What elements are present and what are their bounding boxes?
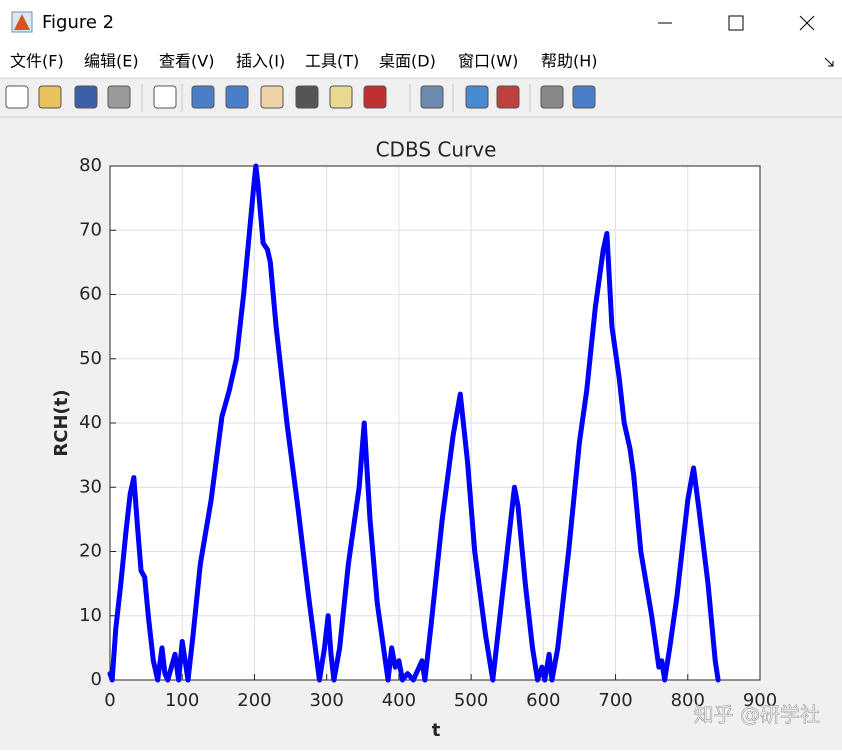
y-tick-label: 50 [79, 348, 102, 369]
x-tick-label: 900 [743, 690, 777, 711]
x-tick-label: 300 [309, 690, 343, 711]
toolbar-button[interactable] [107, 85, 131, 109]
toolbar-button[interactable] [38, 85, 62, 109]
menu-item[interactable]: 桌面(D) [379, 52, 436, 71]
window-title: Figure 2 [42, 12, 114, 33]
x-tick-label: 0 [104, 690, 115, 711]
toolbar-button[interactable] [5, 85, 29, 109]
y-tick-label: 40 [79, 412, 102, 433]
y-tick-label: 10 [79, 605, 102, 626]
toolbar-button[interactable] [496, 85, 520, 109]
title-bar [0, 0, 842, 45]
toolbar-button[interactable] [153, 85, 177, 109]
x-tick-label: 600 [526, 690, 560, 711]
toolbar-button[interactable] [465, 85, 489, 109]
dock-arrow[interactable] [824, 57, 834, 67]
y-tick-label: 0 [91, 669, 102, 690]
maximize-button[interactable] [728, 15, 744, 31]
toolbar-button[interactable] [260, 85, 284, 109]
x-axis-label: t [432, 720, 441, 741]
y-tick-label: 80 [79, 155, 102, 176]
axes-box [109, 165, 761, 681]
toolbar-button[interactable] [363, 85, 387, 109]
y-tick-label: 20 [79, 541, 102, 562]
y-tick-label: 70 [79, 219, 102, 240]
menu-item[interactable]: 帮助(H) [541, 52, 598, 71]
y-axis-label: RCH(t) [51, 389, 72, 456]
x-tick-label: 700 [598, 690, 632, 711]
menu-item[interactable]: 窗口(W) [458, 52, 518, 71]
x-tick-label: 400 [382, 690, 416, 711]
toolbar-button[interactable] [540, 85, 564, 109]
watermark: 知乎 @研学社 [694, 703, 820, 727]
menu-item[interactable]: 编辑(E) [84, 52, 139, 71]
menu-item[interactable]: 查看(V) [159, 52, 214, 71]
menu-bar [0, 45, 842, 78]
close-button[interactable] [799, 15, 815, 31]
toolbar [5, 84, 596, 112]
x-tick-label: 100 [165, 690, 199, 711]
y-tick-label: 60 [79, 284, 102, 305]
toolbar-button[interactable] [225, 85, 249, 109]
y-tick-label: 30 [79, 476, 102, 497]
toolbar-button[interactable] [74, 85, 98, 109]
menu-item[interactable]: 工具(T) [305, 52, 359, 71]
x-tick-label: 200 [237, 690, 271, 711]
toolbar-button[interactable] [295, 85, 319, 109]
menu-item[interactable]: 插入(I) [236, 52, 285, 71]
x-tick-label: 800 [671, 690, 705, 711]
toolbar-button[interactable] [572, 85, 596, 109]
app-icon [11, 11, 33, 33]
x-tick-label: 500 [454, 690, 488, 711]
menu-item[interactable]: 文件(F) [10, 52, 64, 71]
chart-title: CDBS Curve [376, 138, 497, 162]
toolbar-button[interactable] [420, 85, 444, 109]
toolbar-button[interactable] [329, 85, 353, 109]
toolbar-button[interactable] [191, 85, 215, 109]
data-line [107, 163, 721, 683]
